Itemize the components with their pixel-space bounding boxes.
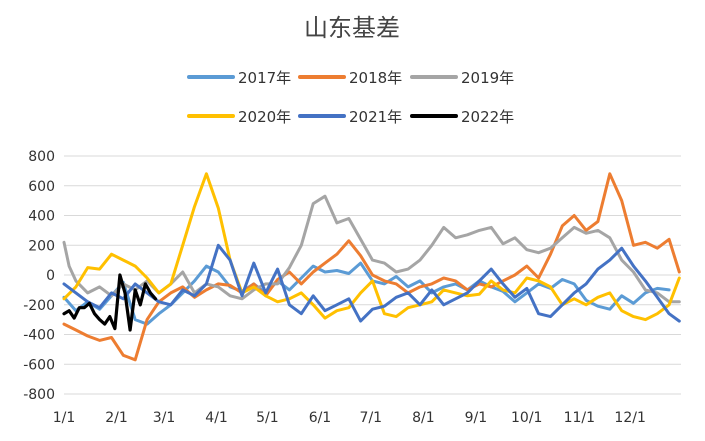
x-tick-label: 4/1	[205, 410, 228, 426]
series-line	[62, 172, 681, 322]
y-tick-label: -200	[23, 298, 55, 314]
x-tick-label: 3/1	[153, 410, 176, 426]
x-tick-label: 6/1	[309, 410, 332, 426]
y-tick-label: 200	[28, 238, 55, 254]
y-tick-label: -600	[23, 357, 55, 373]
legend-label: 2020年	[238, 108, 291, 126]
legend: 2017年 2018年 2019年 2020年 2021年 2022年	[187, 69, 514, 126]
x-tick-label: 10/1	[511, 410, 542, 426]
series-line	[62, 243, 681, 323]
legend-label: 2019年	[461, 69, 514, 87]
y-tick-label: 600	[28, 179, 55, 195]
x-tick-label: 5/1	[256, 410, 279, 426]
series-line	[62, 261, 671, 326]
x-tick-label: 12/1	[614, 410, 645, 426]
x-axis-tick-labels: 1/1 2/1 3/1 4/1 5/1 6/1 7/1 8/1 9/1 10/1 11/1 12/1	[53, 410, 646, 426]
chart-title: 山东基差	[304, 14, 400, 42]
y-tick-label: 800	[28, 149, 55, 165]
x-tick-label: 7/1	[360, 410, 383, 426]
series-line	[62, 172, 681, 362]
y-tick-label: 0	[46, 268, 55, 284]
y-tick-label: 400	[28, 209, 55, 225]
series-line	[62, 273, 158, 332]
legend-label: 2021年	[349, 108, 402, 126]
x-tick-label: 8/1	[412, 410, 435, 426]
y-tick-label: -800	[23, 387, 55, 403]
x-tick-label: 2/1	[105, 410, 128, 426]
legend-label: 2017年	[238, 69, 291, 87]
y-axis-tick-labels: 800 600 400 200 0 -200 -400 -600 -800	[23, 149, 55, 403]
legend-label: 2018年	[349, 69, 402, 87]
legend-label: 2022年	[461, 108, 514, 126]
x-tick-label: 1/1	[53, 410, 76, 426]
y-tick-label: -400	[23, 328, 55, 344]
x-tick-label: 11/1	[564, 410, 595, 426]
x-tick-label: 9/1	[465, 410, 488, 426]
series-line	[62, 194, 681, 304]
series-lines	[62, 172, 681, 362]
